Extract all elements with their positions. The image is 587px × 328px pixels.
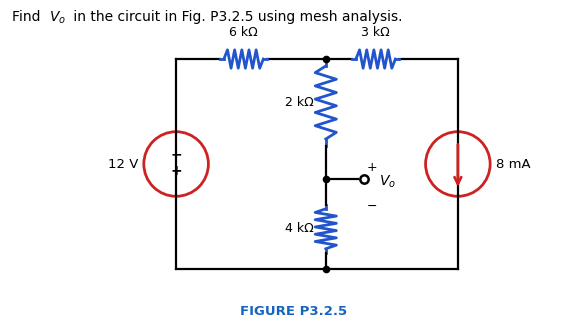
Text: FIGURE P3.2.5: FIGURE P3.2.5	[240, 305, 347, 318]
Text: −: −	[170, 148, 182, 162]
Text: −: −	[367, 200, 377, 213]
Text: $V_o$: $V_o$	[49, 10, 66, 26]
Text: 6 kΩ: 6 kΩ	[230, 26, 258, 39]
Text: Find: Find	[12, 10, 45, 24]
Text: 4 kΩ: 4 kΩ	[285, 222, 314, 235]
Text: 8 mA: 8 mA	[496, 157, 531, 171]
Text: 12 V: 12 V	[107, 157, 138, 171]
Text: +: +	[170, 164, 182, 178]
Text: 2 kΩ: 2 kΩ	[285, 96, 314, 109]
Text: 3 kΩ: 3 kΩ	[362, 26, 390, 39]
Text: in the circuit in Fig. P3.2.5 using mesh analysis.: in the circuit in Fig. P3.2.5 using mesh…	[69, 10, 402, 24]
Text: $V_o$: $V_o$	[379, 174, 396, 190]
Text: +: +	[367, 161, 377, 174]
